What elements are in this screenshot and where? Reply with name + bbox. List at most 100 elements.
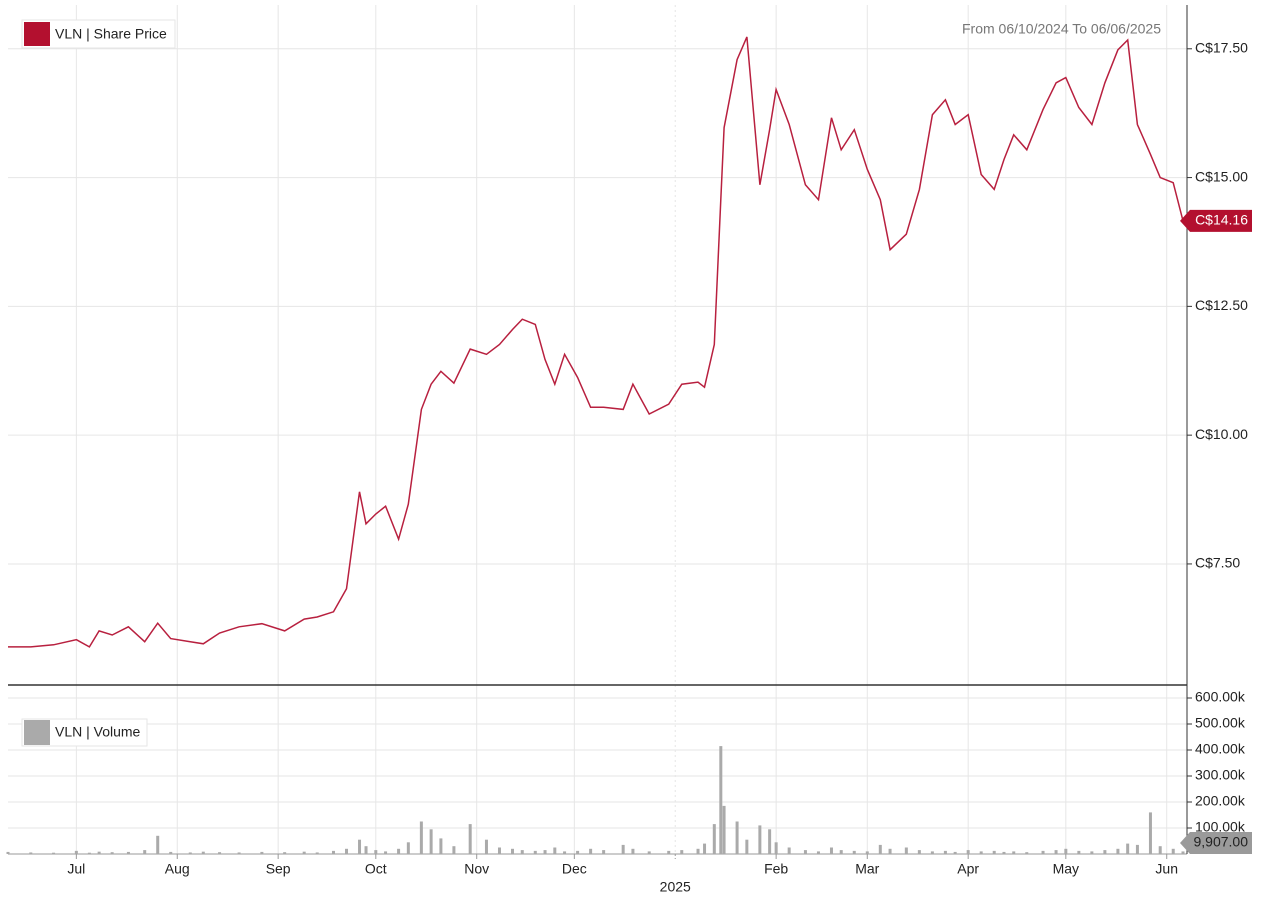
x-tick-label: Jun [1155, 861, 1178, 877]
y-tick-label: 400.00k [1195, 741, 1246, 757]
volume-bar [1126, 843, 1130, 854]
price-line [8, 36, 1184, 648]
volume-bar [852, 850, 856, 854]
volume-bar [110, 852, 114, 854]
legend-swatch [24, 720, 50, 745]
last-value-label: C$14.16 [1195, 212, 1248, 228]
volume-bar [1064, 848, 1068, 854]
volume-bar [543, 850, 547, 854]
last-value-badge [1180, 209, 1252, 232]
volume-bar [29, 852, 33, 854]
volume-bar [712, 824, 716, 854]
volume-bar [1025, 852, 1029, 854]
volume-bar [576, 850, 580, 854]
y-tick-label: 300.00k [1195, 767, 1246, 783]
volume-bar [865, 851, 869, 854]
volume-bar [839, 850, 843, 854]
y-tick-label: C$17.50 [1195, 39, 1248, 55]
volume-bar [1012, 851, 1016, 854]
x-tick-label: Mar [855, 861, 879, 877]
volume-bar [143, 850, 147, 854]
volume-bar [511, 848, 515, 854]
volume-bar [283, 852, 287, 854]
volume-bar [218, 852, 222, 854]
volume-bar [406, 842, 410, 854]
volume-bar [1148, 812, 1152, 854]
volume-bar [188, 852, 192, 854]
x-tick-label: Dec [562, 861, 587, 877]
volume-bar [419, 821, 423, 854]
volume-bar [703, 843, 707, 854]
volume-bar [1135, 844, 1139, 854]
volume-bar [589, 848, 593, 854]
volume-bar [397, 848, 401, 854]
volume-bar [631, 848, 635, 854]
last-value-label: 9,907.00 [1194, 834, 1249, 850]
volume-bar [979, 851, 983, 854]
volume-bar [647, 851, 651, 854]
x-tick-label: Jul [67, 861, 85, 877]
volume-bar [1158, 846, 1162, 854]
volume-bar [1002, 851, 1006, 854]
grid [8, 5, 1187, 854]
volume-bar [992, 850, 996, 854]
volume-bar [97, 851, 101, 854]
volume-bar [1077, 850, 1081, 854]
volume-bar [930, 851, 934, 854]
volume-bar [384, 851, 388, 854]
volume-bar [260, 851, 264, 854]
volume-bar [602, 850, 606, 854]
volume-bar [439, 838, 443, 854]
y-tick-label: C$7.50 [1195, 555, 1240, 571]
volume-bar [364, 846, 368, 854]
volume-bar [966, 850, 970, 854]
x-tick-label: 2025 [660, 879, 691, 895]
volume-bar [452, 846, 456, 854]
volume-bar [315, 852, 319, 854]
volume-bar [87, 852, 91, 854]
volume-bar [917, 850, 921, 854]
x-tick-label: Aug [165, 861, 190, 877]
last-value-badge [1180, 832, 1252, 854]
y-tick-label: 200.00k [1195, 793, 1246, 809]
legend-swatch [24, 22, 50, 46]
volume-bar [553, 847, 557, 854]
volume-bar [520, 850, 524, 854]
x-tick-label: Nov [464, 861, 489, 877]
volume-bar [735, 821, 739, 854]
x-tick-label: Apr [957, 861, 979, 877]
volume-bar [374, 850, 378, 854]
volume-bar [126, 851, 130, 854]
volume-bar [878, 844, 882, 854]
volume-bar [6, 851, 10, 854]
volume-bar [52, 852, 56, 854]
volume-bar [768, 829, 772, 854]
volume-bar [533, 850, 537, 854]
volume-bar [1103, 850, 1107, 854]
volume-bar [829, 847, 833, 854]
y-tick-label: 500.00k [1195, 715, 1246, 731]
volume-bar [888, 848, 892, 854]
y-tick-label: C$12.50 [1195, 297, 1248, 313]
legend-label: VLN | Share Price [55, 26, 167, 42]
x-tick-label: Feb [764, 861, 788, 877]
volume-bar [345, 848, 349, 854]
volume-bar [1041, 850, 1045, 854]
date-range: From 06/10/2024 To 06/06/2025 [962, 21, 1161, 37]
volume-bar [621, 844, 625, 854]
volume-bar [1171, 848, 1175, 854]
volume-bar [680, 850, 684, 854]
volume-bar [74, 850, 78, 854]
volume-bar [468, 824, 472, 854]
volume-bar [429, 829, 433, 854]
volume-bar [667, 850, 671, 854]
volume-bar [722, 805, 726, 854]
y-tick-label: 600.00k [1195, 689, 1246, 705]
volume-bar [302, 851, 306, 854]
volume-bar [943, 850, 947, 854]
volume-bar [904, 847, 908, 854]
volume-bar [816, 851, 820, 854]
volume-bar [719, 746, 723, 854]
